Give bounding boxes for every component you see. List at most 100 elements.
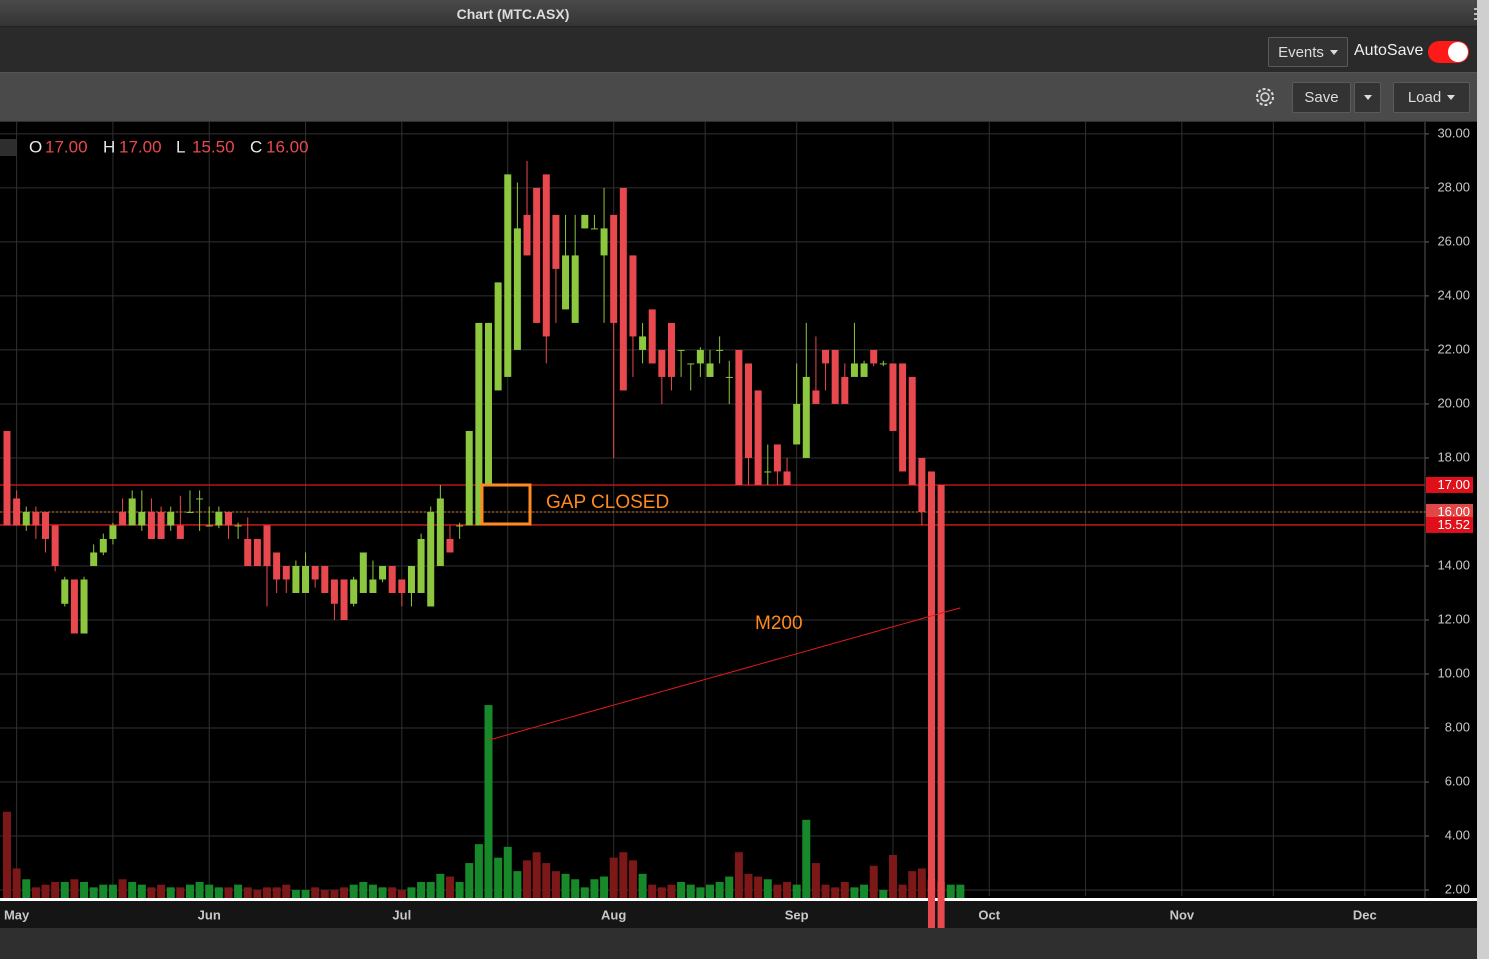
volume-bar xyxy=(792,884,801,898)
x-tick-label: Sep xyxy=(785,907,809,922)
candle-body xyxy=(590,228,598,230)
candle-body xyxy=(292,565,300,593)
candle-body xyxy=(456,525,464,527)
candle-body xyxy=(494,282,502,391)
x-axis-band xyxy=(0,901,1477,928)
legend-key: H xyxy=(103,137,115,156)
candle-body xyxy=(321,565,329,593)
volume-bar xyxy=(195,881,204,898)
volume-bar xyxy=(667,884,676,898)
volume-bar xyxy=(580,887,589,898)
events-button[interactable]: Events xyxy=(1268,37,1348,67)
volume-bar xyxy=(484,705,493,898)
candle-body xyxy=(571,255,579,323)
candle-body xyxy=(687,363,695,365)
y-tick-label: 22.00 xyxy=(1437,341,1470,356)
candle-body xyxy=(388,565,396,593)
candle-body xyxy=(273,552,281,580)
candle-body xyxy=(870,349,878,364)
volume-bar xyxy=(860,884,869,898)
volume-bar xyxy=(677,881,686,898)
volume-bar xyxy=(840,881,849,898)
legend-value: 15.50 xyxy=(192,137,235,156)
candle-body xyxy=(465,430,473,526)
x-tick-label: Oct xyxy=(978,907,1000,922)
load-button[interactable]: Load xyxy=(1393,82,1470,113)
candle-body xyxy=(562,255,570,310)
candle-body xyxy=(186,511,194,513)
candle-body xyxy=(812,390,820,404)
volume-bar xyxy=(590,879,599,898)
window-title: Chart (MTC.ASX) xyxy=(456,6,570,22)
candle-body xyxy=(889,363,897,431)
axis-separator xyxy=(0,898,1477,901)
volume-bar xyxy=(600,876,609,898)
volume-bar xyxy=(542,863,551,898)
candle-body xyxy=(475,322,483,526)
candle-body xyxy=(167,511,175,526)
candle-body xyxy=(128,498,136,526)
y-tick-label: 6.00 xyxy=(1445,773,1470,788)
volume-bar xyxy=(436,873,445,898)
candle-body xyxy=(581,214,589,229)
price-label-box xyxy=(1426,516,1473,533)
volume-bar xyxy=(12,868,21,898)
save-menu-button[interactable] xyxy=(1354,82,1381,113)
volume-bar xyxy=(888,854,897,898)
y-tick-label: 12.00 xyxy=(1437,611,1470,626)
candle-body xyxy=(398,579,406,593)
price-label: 16.00 xyxy=(1437,504,1470,519)
volume-bar xyxy=(696,887,705,898)
volume-bar xyxy=(70,879,79,898)
volume-bar xyxy=(494,857,503,898)
volume-bar xyxy=(551,871,560,898)
candle-body xyxy=(696,349,704,364)
candle-body xyxy=(42,511,50,539)
volume-bar xyxy=(60,881,69,898)
candle-body xyxy=(330,579,338,604)
candle-body xyxy=(244,538,252,566)
volume-bar xyxy=(253,890,262,898)
volume-bar xyxy=(147,887,156,898)
volume-bar xyxy=(744,873,753,898)
volume-bar xyxy=(648,884,657,898)
candle-body xyxy=(282,565,290,580)
candle-body xyxy=(427,511,435,607)
candle-body xyxy=(205,525,213,527)
x-tick-label: Jun xyxy=(198,907,221,922)
candle-body xyxy=(234,525,242,527)
candle-body xyxy=(359,552,367,593)
price-label-box xyxy=(1426,476,1473,493)
y-tick-label: 20.00 xyxy=(1437,395,1470,410)
chart: 2.00 4.00 6.00 8.00 10.00 12.00 14.00 16.00 18.0… xyxy=(0,122,1477,928)
candle-body xyxy=(658,349,666,377)
candle-body xyxy=(648,309,656,364)
candle-body xyxy=(224,511,232,526)
volume-bar xyxy=(157,884,166,898)
volume-bar xyxy=(234,884,243,898)
volume-bar xyxy=(214,887,223,898)
volume-bar xyxy=(51,881,60,898)
candle-body xyxy=(822,349,830,364)
volume-bar xyxy=(754,876,763,898)
volume-bar xyxy=(205,884,214,898)
candle-body xyxy=(13,498,21,526)
gap-box xyxy=(480,483,532,526)
volume-bar xyxy=(455,881,464,898)
autosave-toggle[interactable] xyxy=(1428,41,1469,63)
volume-bar xyxy=(41,884,50,898)
annotation-text: GAP CLOSED xyxy=(546,492,669,513)
volume-bar xyxy=(301,890,310,898)
candle-body xyxy=(109,525,117,539)
candle-body xyxy=(523,214,531,256)
candle-body xyxy=(407,565,415,593)
volume-bar xyxy=(426,881,435,898)
save-button[interactable]: Save xyxy=(1292,82,1351,113)
price-label-box xyxy=(1426,503,1473,520)
candle-body xyxy=(311,565,319,580)
candle-body xyxy=(908,376,916,485)
settings-icon[interactable] xyxy=(1252,84,1278,110)
candle-body xyxy=(927,471,935,928)
volume-bar xyxy=(417,881,426,898)
volume-bar xyxy=(474,844,483,898)
